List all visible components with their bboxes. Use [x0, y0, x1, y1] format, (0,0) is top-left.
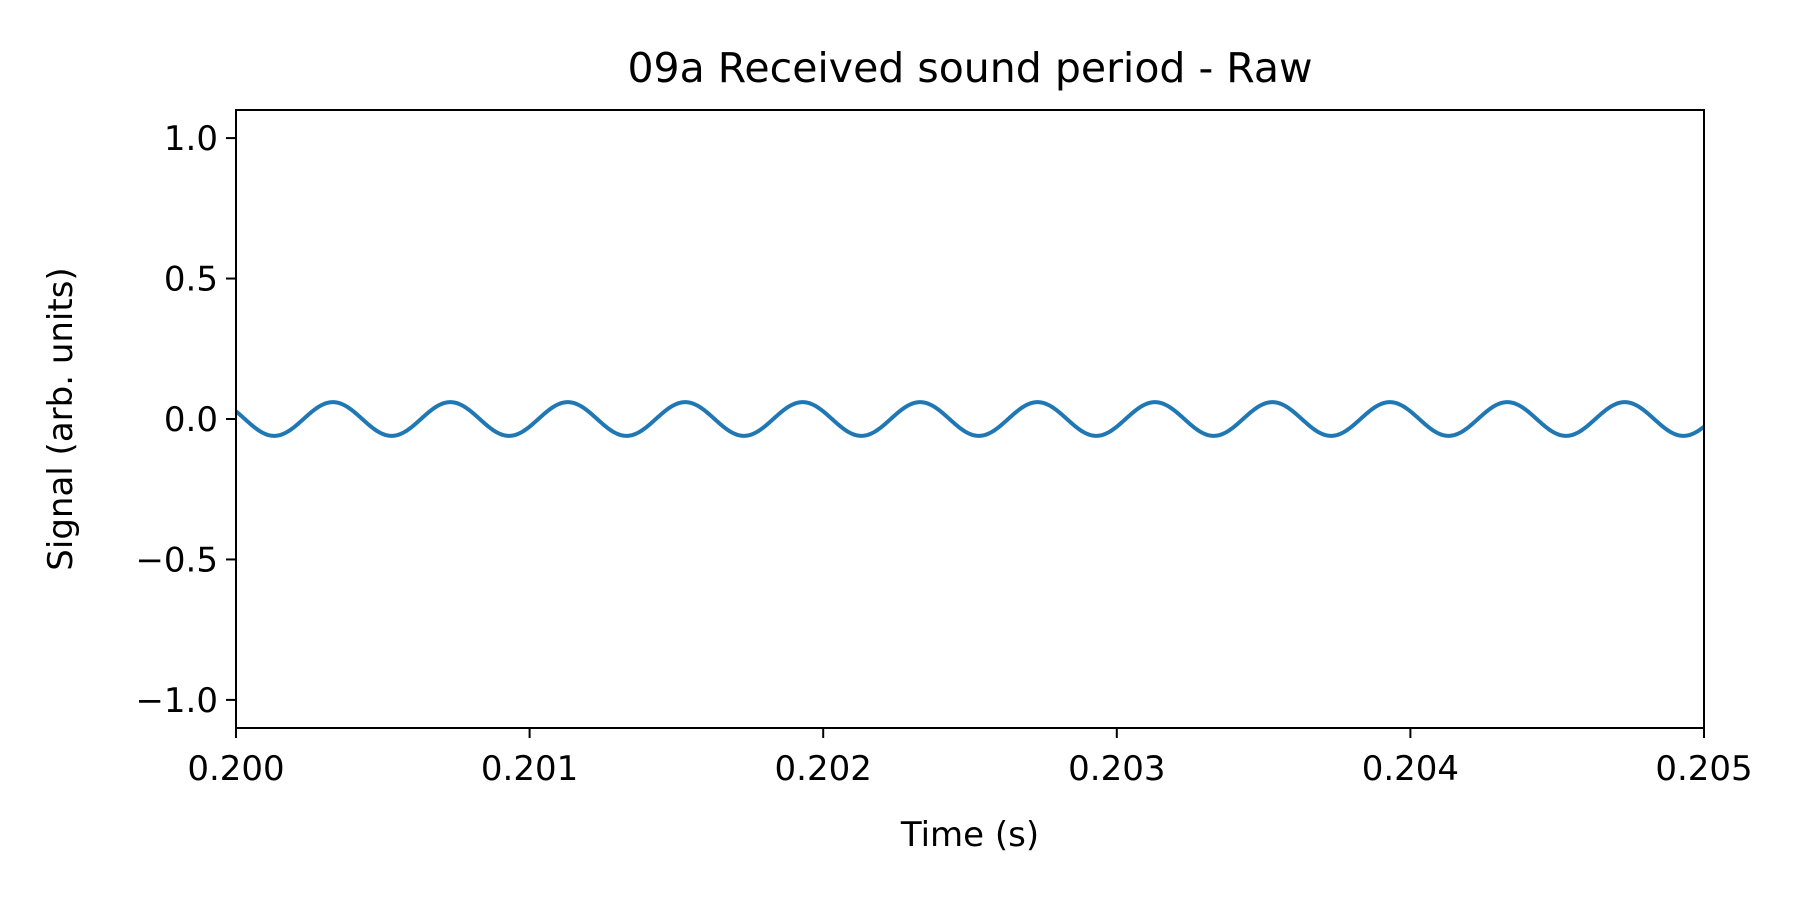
- y-tick-label: 0.0: [164, 400, 218, 440]
- x-axis-label: Time (s): [900, 815, 1039, 855]
- x-tick-label: 0.202: [775, 749, 872, 789]
- y-tick-label: 0.5: [164, 260, 218, 300]
- plot-frame: [235, 109, 1705, 729]
- x-tick-label: 0.201: [481, 749, 578, 789]
- y-tick-label: 1.0: [164, 119, 218, 159]
- x-tick-label: 0.204: [1362, 749, 1459, 789]
- x-tick-label: 0.203: [1068, 749, 1165, 789]
- y-axis-ticks: −1.0 −0.5 0.0 0.5 1.0: [135, 119, 236, 721]
- x-tick-label: 0.205: [1655, 749, 1752, 789]
- chart-title: 09a Received sound period - Raw: [627, 44, 1312, 92]
- y-tick-label: −1.0: [135, 681, 218, 721]
- x-axis-ticks: 0.200 0.201 0.202 0.203 0.204 0.205: [187, 728, 1753, 789]
- y-axis-label: Signal (arb. units): [41, 267, 81, 570]
- x-tick-label: 0.200: [187, 749, 284, 789]
- y-tick-label: −0.5: [135, 540, 218, 580]
- signal-line: [234, 400, 1706, 438]
